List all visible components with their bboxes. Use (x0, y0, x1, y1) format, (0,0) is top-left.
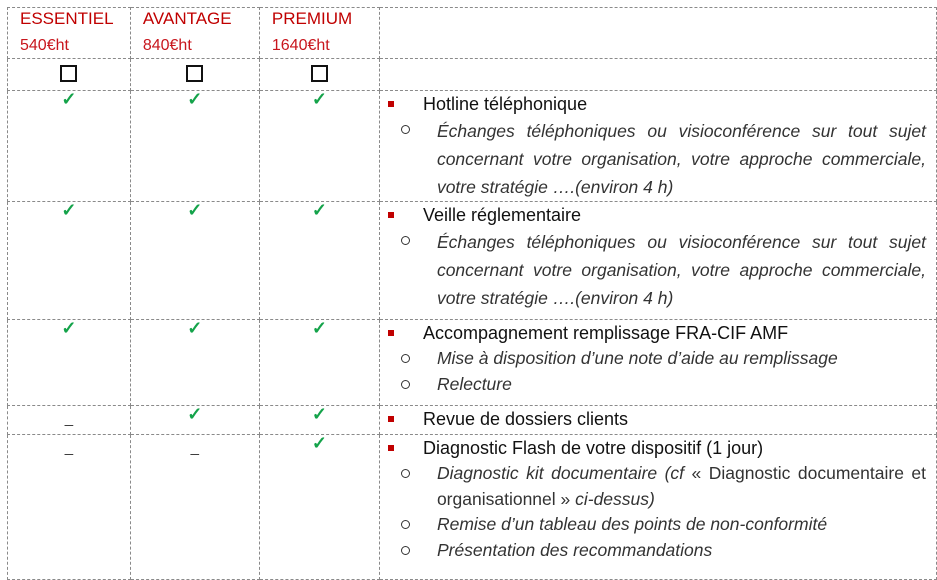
detail-text: ci-dessus) (570, 488, 655, 509)
feature-title-text: Veille réglementaire (422, 205, 582, 225)
detail-text: Échanges téléphoniques ou visioconférenc… (436, 232, 926, 308)
square-bullet-icon (387, 445, 394, 451)
feature-detail: Relecture (380, 372, 936, 398)
check-icon: ✓ (7, 90, 131, 202)
checkbox-essentiel[interactable] (7, 58, 131, 91)
feature-detail: Échanges téléphoniques ou visioconférenc… (380, 228, 936, 312)
square-bullet-icon (387, 416, 394, 422)
feature-title-text: Diagnostic Flash de votre dispositif (1 … (422, 438, 764, 458)
plan-header-avantage: AVANTAGE 840€ht (129, 7, 260, 59)
circle-bullet-icon (400, 545, 410, 555)
detail-quote: « Diagnostic documentaire et organisatio… (436, 463, 926, 509)
detail-text: Remise d’un tableau des points de non-co… (436, 514, 828, 534)
checkbox-icon[interactable] (60, 65, 78, 82)
plan-name: PREMIUM (271, 9, 353, 28)
check-icon: ✓ (129, 201, 260, 320)
feature-detail: Échanges téléphoniques ou visioconférenc… (380, 117, 936, 201)
check-icon: ✓ (7, 319, 131, 406)
checkbox-avantage[interactable] (129, 58, 260, 91)
check-icon: ✓ (258, 434, 380, 580)
square-bullet-icon (387, 212, 394, 218)
check-icon: ✓ (258, 90, 380, 202)
check-icon: ✓ (258, 319, 380, 406)
check-icon: ✓ (129, 405, 260, 435)
detail-text: Relecture (436, 373, 512, 394)
circle-bullet-icon (400, 520, 410, 529)
detail-text: Présentation des recommandations (436, 539, 713, 560)
feature-row: ✓ ✓ ✓ Veille réglementaire Échanges téléphon… (7, 201, 937, 320)
header-row: ESSENTIEL 540€ht AVANTAGE 840€ht PREMIUM 16… (7, 7, 937, 59)
feature-detail: Présentation des recommandations (380, 538, 936, 564)
check-icon: ✓ (258, 405, 380, 435)
feature-row: _ ✓ ✓ Revue de dossiers clients (7, 405, 937, 435)
circle-bullet-icon (400, 354, 410, 363)
detail-text: Diagnostic kit documentaire (cf (436, 463, 692, 483)
dash-icon: _ (7, 434, 131, 580)
feature-description: Revue de dossiers clients (378, 405, 937, 435)
feature-title: Revue de dossiers clients (380, 406, 936, 432)
circle-bullet-icon (400, 125, 410, 134)
circle-bullet-icon (400, 236, 410, 245)
feature-description: Veille réglementaire Échanges téléphoniqu… (378, 201, 937, 320)
feature-title: Veille réglementaire (380, 202, 936, 228)
feature-title-text: Accompagnement remplissage FRA-CIF AMF (422, 323, 789, 343)
feature-detail: Diagnostic kit documentaire (cf « Diagno… (380, 461, 936, 512)
plan-price: 840€ht (142, 37, 192, 54)
check-icon: ✓ (129, 90, 260, 202)
plan-price: 1640€ht (271, 37, 330, 54)
checkbox-icon[interactable] (186, 65, 204, 82)
checkbox-icon[interactable] (310, 65, 328, 82)
square-bullet-icon (387, 330, 394, 336)
empty-cell (378, 58, 937, 91)
detail-text: Mise à disposition d’une note d’aide au … (436, 348, 838, 368)
check-icon: ✓ (258, 201, 380, 320)
feature-row: ✓ ✓ ✓ Hotline téléphonique Échanges téléphon… (7, 90, 937, 202)
feature-title: Diagnostic Flash de votre dispositif (1 … (380, 435, 936, 461)
feature-title: Hotline téléphonique (380, 91, 936, 117)
feature-title: Accompagnement remplissage FRA-CIF AMF (380, 320, 936, 346)
plan-name: AVANTAGE (142, 9, 232, 28)
checkbox-row (7, 58, 937, 91)
feature-description: Accompagnement remplissage FRA-CIF AMF Mi… (378, 319, 937, 406)
feature-description: Hotline téléphonique Échanges téléphoniqu… (378, 90, 937, 202)
checkbox-premium[interactable] (258, 58, 380, 91)
plan-header-essentiel: ESSENTIEL 540€ht (7, 7, 131, 59)
check-icon: ✓ (129, 319, 260, 406)
feature-detail: Remise d’un tableau des points de non-co… (380, 512, 936, 538)
dash-icon: _ (7, 405, 131, 435)
feature-description: Diagnostic Flash de votre dispositif (1 … (378, 434, 937, 580)
feature-row: _ _ ✓ Diagnostic Flash de votre dispositif … (7, 434, 937, 580)
plan-header-premium: PREMIUM 1640€ht (258, 7, 380, 59)
feature-detail: Mise à disposition d’une note d’aide au … (380, 346, 936, 372)
feature-title-text: Hotline téléphonique (422, 94, 588, 114)
dash-icon: _ (129, 434, 260, 580)
offer-comparison-table: ESSENTIEL 540€ht AVANTAGE 840€ht PREMIUM 16… (7, 7, 937, 580)
detail-text: Échanges téléphoniques ou visioconférenc… (436, 121, 926, 197)
feature-title-text: Revue de dossiers clients (422, 409, 629, 429)
plan-price: 540€ht (20, 37, 69, 54)
plan-name: ESSENTIEL (20, 9, 114, 28)
square-bullet-icon (387, 101, 394, 107)
circle-bullet-icon (400, 469, 410, 478)
feature-row: ✓ ✓ ✓ Accompagnement remplissage FRA-CIF AM… (7, 319, 937, 406)
check-icon: ✓ (7, 201, 131, 320)
circle-bullet-icon (400, 379, 410, 389)
empty-header-cell (378, 7, 937, 59)
